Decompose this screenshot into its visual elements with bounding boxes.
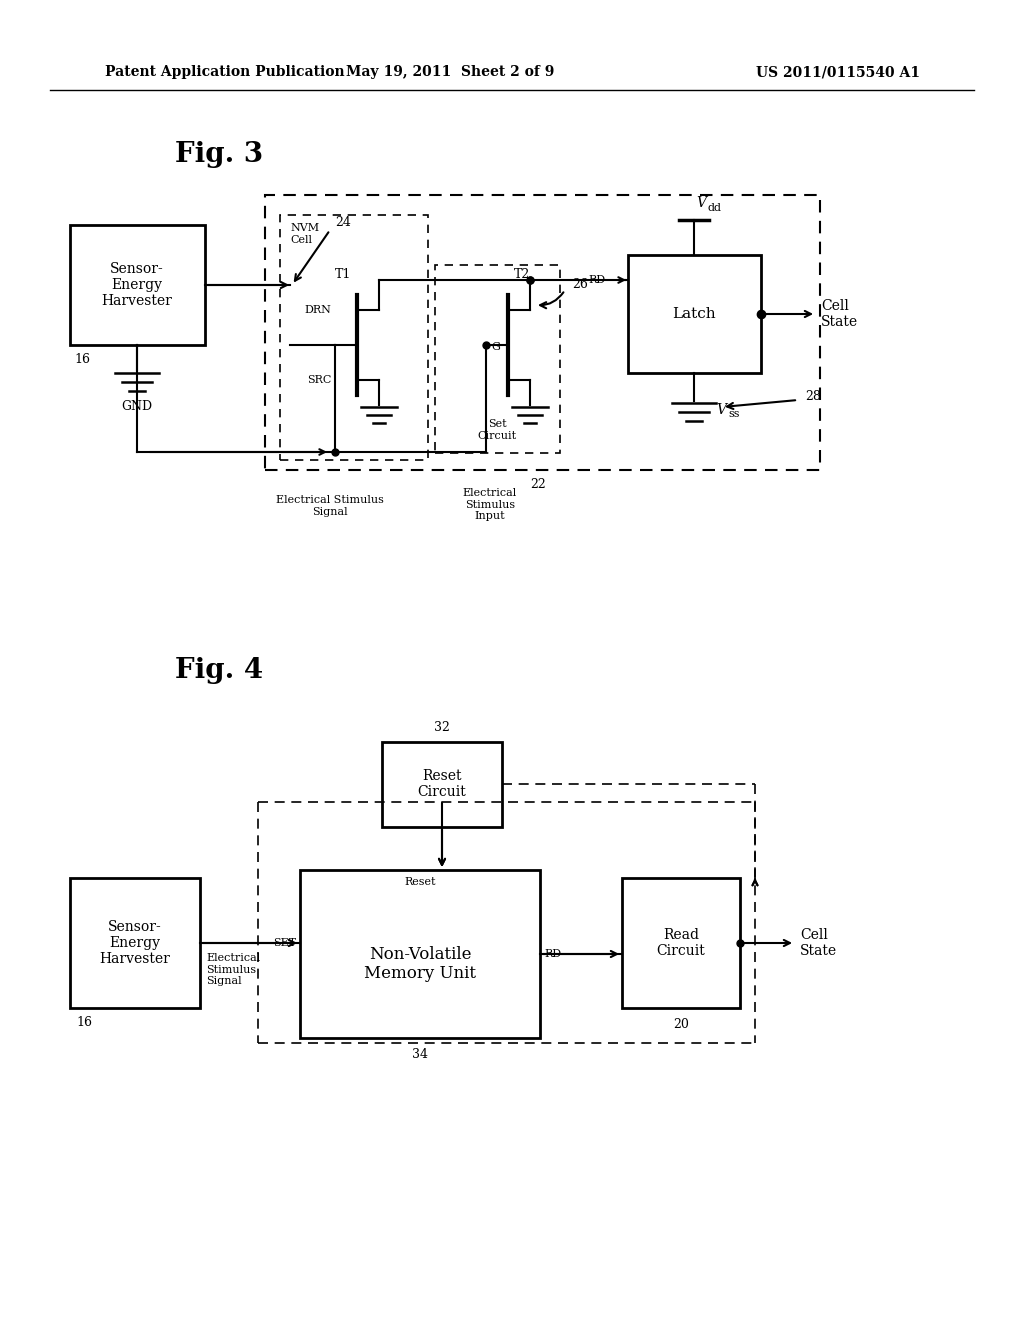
- Text: SET: SET: [272, 939, 296, 948]
- Bar: [280, 215, 428, 459]
- Text: US 2011/0115540 A1: US 2011/0115540 A1: [756, 65, 920, 79]
- Text: 16: 16: [76, 1016, 92, 1030]
- Text: ss: ss: [728, 409, 739, 418]
- Text: 26: 26: [572, 279, 588, 292]
- Bar: [628, 255, 761, 374]
- Bar: [382, 742, 502, 828]
- Text: G: G: [492, 342, 500, 352]
- Text: Electrical
Stimulus
Input: Electrical Stimulus Input: [463, 488, 517, 521]
- Text: V: V: [696, 195, 706, 210]
- Text: Non-Volatile
Memory Unit: Non-Volatile Memory Unit: [364, 945, 476, 982]
- Text: Electrical
Stimulus
Signal: Electrical Stimulus Signal: [206, 953, 260, 986]
- Text: Electrical Stimulus
Signal: Electrical Stimulus Signal: [276, 495, 384, 516]
- Text: Set
Circuit: Set Circuit: [477, 420, 516, 441]
- Text: 20: 20: [673, 1018, 689, 1031]
- Text: RD: RD: [544, 949, 561, 960]
- Bar: [70, 878, 200, 1008]
- Text: Cell
State: Cell State: [821, 298, 858, 329]
- Text: DRN: DRN: [304, 305, 331, 315]
- Text: 34: 34: [412, 1048, 428, 1061]
- Bar: [70, 224, 205, 345]
- Text: T2: T2: [514, 268, 530, 281]
- Text: 16: 16: [74, 352, 90, 366]
- Text: 22: 22: [530, 478, 546, 491]
- Text: May 19, 2011  Sheet 2 of 9: May 19, 2011 Sheet 2 of 9: [346, 65, 554, 79]
- Text: T1: T1: [335, 268, 351, 281]
- Text: Sensor-
Energy
Harvester: Sensor- Energy Harvester: [99, 920, 170, 966]
- Text: GND: GND: [122, 400, 153, 413]
- Text: NVM
Cell: NVM Cell: [290, 223, 319, 244]
- Text: Fig. 3: Fig. 3: [175, 141, 263, 169]
- Text: Reset
Circuit: Reset Circuit: [418, 768, 466, 799]
- Text: Read
Circuit: Read Circuit: [656, 928, 706, 958]
- Text: Reset: Reset: [404, 876, 436, 887]
- Bar: [435, 265, 560, 453]
- Text: RD: RD: [589, 275, 606, 285]
- Text: 32: 32: [434, 721, 450, 734]
- Text: V: V: [716, 403, 726, 417]
- Text: SRC: SRC: [306, 375, 331, 385]
- Text: 28: 28: [805, 391, 821, 404]
- Bar: [622, 878, 740, 1008]
- Text: Sensor-
Energy
Harvester: Sensor- Energy Harvester: [101, 261, 172, 308]
- Text: 24: 24: [335, 215, 351, 228]
- Text: Patent Application Publication: Patent Application Publication: [105, 65, 345, 79]
- Text: Cell
State: Cell State: [800, 928, 838, 958]
- Text: Latch: Latch: [672, 308, 716, 321]
- Text: Fig. 4: Fig. 4: [175, 656, 263, 684]
- Bar: [265, 195, 820, 470]
- Bar: [300, 870, 540, 1038]
- Text: dd: dd: [708, 203, 722, 213]
